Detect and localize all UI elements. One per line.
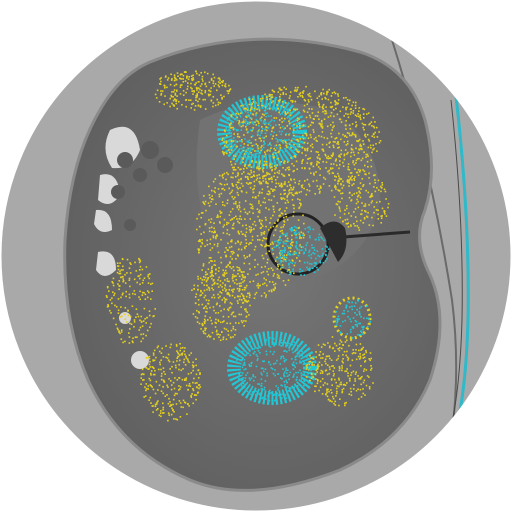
table-rail bbox=[454, 95, 470, 431]
bowel-gas bbox=[94, 126, 149, 369]
upper-organ-ring bbox=[217, 95, 307, 169]
vessel-ring bbox=[266, 212, 330, 276]
overlay-speckles bbox=[105, 70, 390, 422]
